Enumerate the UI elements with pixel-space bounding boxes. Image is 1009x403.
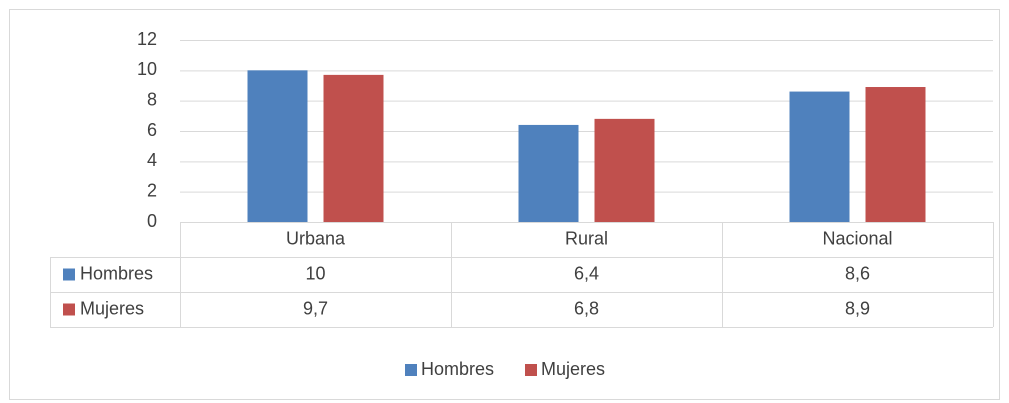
bar: [594, 118, 655, 222]
legend-swatch: [63, 303, 75, 316]
bar: [789, 91, 850, 222]
bar: [247, 70, 308, 222]
table-value: 6,8: [574, 298, 599, 318]
y-tick-label: 12: [137, 29, 157, 49]
y-tick-label: 2: [147, 180, 157, 200]
legend-swatch: [525, 364, 537, 376]
legend-label: Mujeres: [541, 359, 605, 379]
bar: [323, 74, 384, 222]
y-tick-label: 4: [147, 150, 157, 170]
bar: [518, 124, 579, 222]
y-tick-label: 0: [147, 211, 157, 231]
chart-frame: [9, 9, 1000, 400]
x-tick-label: Rural: [565, 228, 608, 248]
table-series-name: Mujeres: [80, 298, 144, 318]
table-value: 10: [305, 263, 325, 283]
table-value: 9,7: [303, 298, 328, 318]
table-value: 8,9: [845, 298, 870, 318]
y-tick-label: 8: [147, 89, 157, 109]
y-tick-label: 6: [147, 120, 157, 140]
y-tick-label: 10: [137, 59, 157, 79]
table-series-name: Hombres: [80, 263, 153, 283]
x-tick-label: Urbana: [286, 228, 346, 248]
table-value: 8,6: [845, 263, 870, 283]
bar: [865, 87, 926, 223]
x-tick-label: Nacional: [822, 228, 892, 248]
legend-label: Hombres: [421, 359, 494, 379]
legend-swatch: [63, 268, 75, 281]
table-value: 6,4: [574, 263, 599, 283]
legend-swatch: [405, 364, 417, 376]
